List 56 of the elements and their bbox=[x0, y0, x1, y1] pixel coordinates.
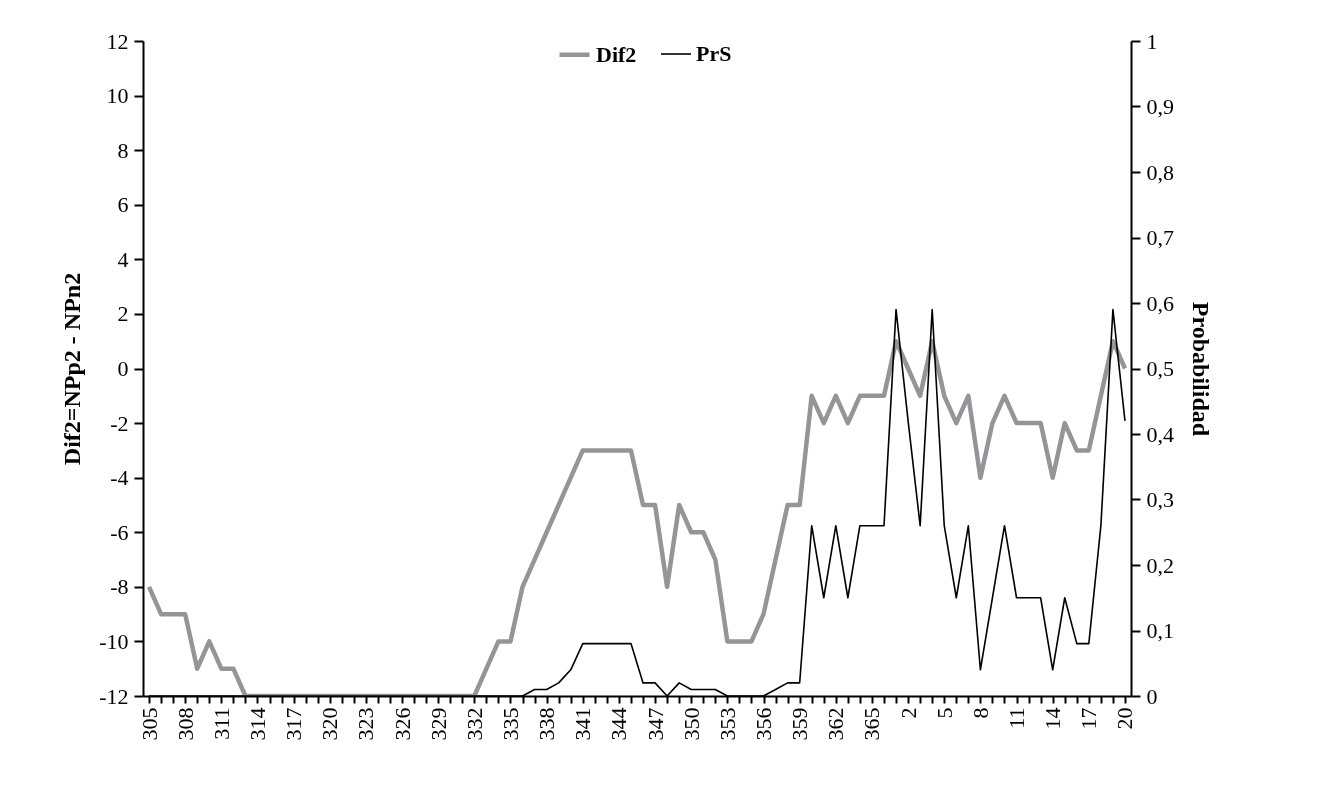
x-tick-label: 11 bbox=[1004, 707, 1030, 729]
y-tick-label: 2 bbox=[117, 301, 129, 327]
x-tick-label: 2 bbox=[895, 707, 921, 719]
y-tick-label: 6 bbox=[117, 192, 129, 218]
y2-tick-label: 0,9 bbox=[1146, 94, 1174, 119]
y-tick-label: -10 bbox=[99, 628, 129, 654]
x-tick-label: 341 bbox=[570, 707, 596, 741]
y2-axis-title: Probabilidad bbox=[1188, 301, 1214, 437]
y2-tick-label: 0,3 bbox=[1146, 487, 1174, 512]
x-tick-label: 344 bbox=[606, 707, 632, 741]
legend-label: Dif2 bbox=[596, 41, 637, 67]
x-tick-label: 14 bbox=[1040, 707, 1066, 730]
y-tick-label: 8 bbox=[117, 137, 129, 163]
y2-tick-label: 0,2 bbox=[1146, 552, 1174, 578]
x-tick-label: 320 bbox=[317, 707, 343, 741]
x-tick-label: 362 bbox=[823, 707, 849, 741]
y-tick-label: -12 bbox=[99, 683, 129, 709]
x-tick-label: 353 bbox=[714, 707, 740, 741]
x-tick-label: 338 bbox=[534, 707, 560, 741]
x-tick-label: 329 bbox=[425, 707, 451, 741]
x-tick-label: 323 bbox=[353, 707, 379, 741]
y2-tick-label: 0 bbox=[1146, 683, 1158, 709]
legend-label: PrS bbox=[696, 41, 732, 66]
y-tick-label: 10 bbox=[106, 83, 129, 109]
x-tick-label: 311 bbox=[208, 707, 234, 740]
x-tick-label: 317 bbox=[281, 707, 307, 741]
x-tick-label: 308 bbox=[172, 707, 198, 741]
y2-tick-label: 0,1 bbox=[1146, 618, 1174, 643]
x-tick-label: 5 bbox=[931, 707, 957, 719]
y-tick-label: -2 bbox=[110, 410, 129, 436]
y-tick-label: 12 bbox=[106, 28, 129, 54]
x-tick-label: 335 bbox=[497, 707, 523, 741]
x-tick-label: 8 bbox=[967, 707, 993, 719]
y2-tick-label: 0,5 bbox=[1146, 356, 1174, 381]
x-tick-label: 359 bbox=[787, 707, 813, 741]
x-tick-label: 17 bbox=[1076, 707, 1102, 730]
x-tick-label: 356 bbox=[751, 707, 777, 741]
y-tick-label: -8 bbox=[110, 574, 129, 600]
y2-tick-label: 0,7 bbox=[1146, 225, 1174, 250]
y2-tick-label: 1 bbox=[1146, 28, 1158, 54]
x-tick-label: 350 bbox=[678, 707, 704, 741]
x-tick-label: 305 bbox=[136, 707, 162, 741]
x-tick-label: 314 bbox=[244, 707, 270, 741]
y2-tick-label: 0,4 bbox=[1146, 421, 1174, 447]
x-tick-label: 20 bbox=[1112, 707, 1138, 730]
x-tick-label: 365 bbox=[859, 707, 885, 741]
x-tick-label: 347 bbox=[642, 707, 668, 741]
x-tick-label: 332 bbox=[461, 707, 487, 741]
y-tick-label: 0 bbox=[117, 356, 129, 381]
y-tick-label: -4 bbox=[110, 465, 129, 491]
x-tick-label: 326 bbox=[389, 707, 415, 741]
y-axis-title: Dif2=NPp2 - NPn2 bbox=[59, 272, 86, 466]
y-tick-label: 4 bbox=[117, 246, 129, 272]
y-tick-label: -6 bbox=[110, 519, 129, 545]
y2-tick-label: 0,8 bbox=[1146, 159, 1174, 185]
y2-tick-label: 0,6 bbox=[1146, 290, 1174, 316]
